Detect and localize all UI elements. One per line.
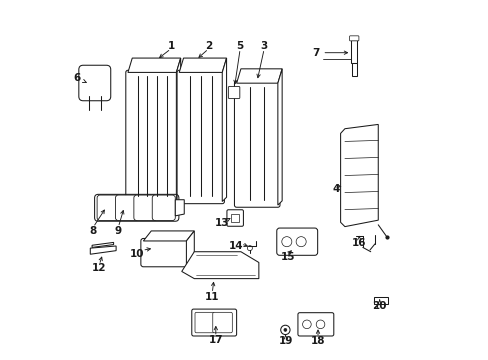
- Polygon shape: [179, 58, 226, 72]
- Text: 9: 9: [115, 226, 122, 236]
- Polygon shape: [92, 242, 113, 247]
- FancyBboxPatch shape: [212, 312, 232, 333]
- Text: 3: 3: [260, 41, 267, 50]
- Text: 1: 1: [167, 41, 174, 50]
- Text: 18: 18: [310, 336, 325, 346]
- FancyBboxPatch shape: [141, 238, 188, 267]
- FancyBboxPatch shape: [349, 36, 358, 41]
- FancyBboxPatch shape: [297, 313, 333, 336]
- Polygon shape: [236, 69, 282, 83]
- Text: 20: 20: [372, 301, 386, 311]
- Bar: [351, 40, 356, 63]
- Text: 5: 5: [236, 41, 244, 50]
- Text: 19: 19: [278, 336, 292, 346]
- FancyBboxPatch shape: [152, 195, 175, 221]
- Text: 10: 10: [129, 248, 144, 258]
- Polygon shape: [176, 58, 180, 202]
- FancyBboxPatch shape: [97, 195, 120, 221]
- Polygon shape: [143, 231, 194, 241]
- Polygon shape: [186, 231, 194, 264]
- FancyBboxPatch shape: [226, 210, 243, 226]
- FancyBboxPatch shape: [125, 70, 178, 204]
- Circle shape: [316, 320, 324, 329]
- Text: 11: 11: [204, 292, 219, 302]
- Text: 4: 4: [331, 184, 339, 194]
- FancyBboxPatch shape: [191, 309, 236, 336]
- FancyBboxPatch shape: [276, 228, 317, 255]
- Text: 17: 17: [208, 334, 223, 345]
- Text: 12: 12: [92, 263, 106, 273]
- FancyBboxPatch shape: [228, 86, 239, 99]
- FancyBboxPatch shape: [134, 195, 157, 221]
- Polygon shape: [340, 125, 378, 226]
- Circle shape: [296, 237, 305, 247]
- FancyBboxPatch shape: [177, 70, 224, 204]
- Circle shape: [281, 237, 291, 247]
- Text: 16: 16: [351, 238, 366, 248]
- Text: 15: 15: [281, 252, 295, 262]
- FancyBboxPatch shape: [79, 65, 110, 101]
- Circle shape: [284, 328, 286, 331]
- Bar: [373, 297, 387, 305]
- FancyBboxPatch shape: [234, 81, 280, 207]
- Text: 2: 2: [204, 41, 212, 50]
- FancyBboxPatch shape: [115, 195, 138, 221]
- Polygon shape: [182, 252, 258, 279]
- Polygon shape: [128, 58, 180, 72]
- Bar: [230, 87, 239, 96]
- Circle shape: [280, 325, 289, 334]
- Polygon shape: [277, 69, 282, 205]
- Text: 7: 7: [312, 48, 319, 58]
- Bar: [351, 63, 356, 76]
- Text: 13: 13: [214, 218, 229, 228]
- Bar: [230, 214, 239, 222]
- Text: 6: 6: [73, 73, 80, 83]
- FancyBboxPatch shape: [195, 312, 214, 333]
- Circle shape: [247, 246, 252, 251]
- Circle shape: [302, 320, 310, 329]
- Text: 8: 8: [89, 226, 97, 236]
- Text: 14: 14: [228, 241, 243, 251]
- Polygon shape: [90, 246, 116, 254]
- Polygon shape: [222, 58, 226, 202]
- Polygon shape: [175, 200, 184, 216]
